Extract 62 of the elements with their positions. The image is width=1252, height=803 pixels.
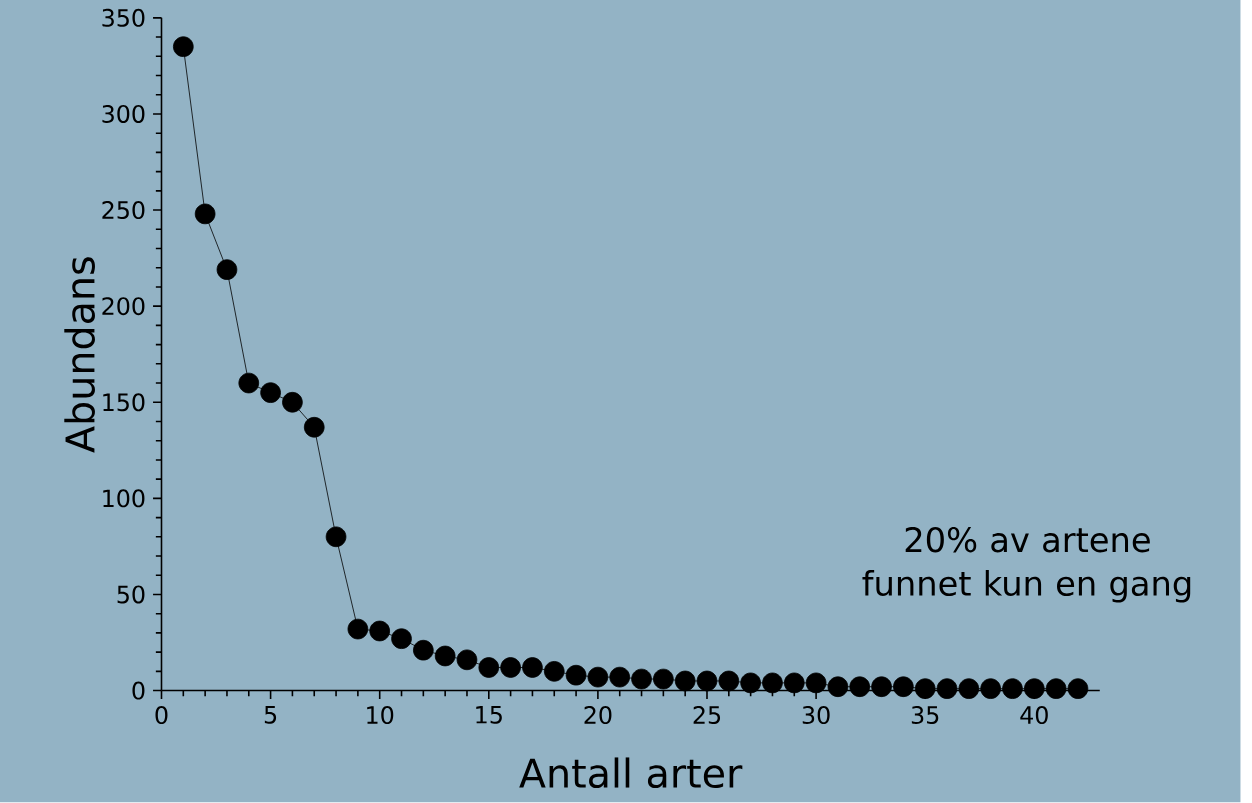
point <box>718 670 740 692</box>
point <box>434 645 456 667</box>
x-tick-label: 15 <box>476 706 502 724</box>
point <box>173 36 194 58</box>
point <box>238 372 260 394</box>
x-tick-label: 40 <box>1020 706 1048 725</box>
point <box>347 619 369 640</box>
point <box>216 259 238 281</box>
point <box>609 667 631 688</box>
point <box>762 672 783 694</box>
y-tick-label: 250 <box>102 201 145 220</box>
x-tick-label: 10 <box>367 706 394 725</box>
x-tick-label: 20 <box>584 706 612 725</box>
point <box>696 670 718 692</box>
point <box>260 382 281 404</box>
y-axis-title: Abundans <box>64 257 95 453</box>
y-tick-label: 200 <box>102 297 145 316</box>
point <box>282 392 303 413</box>
x-tick-label: 25 <box>693 706 721 725</box>
point <box>936 678 958 700</box>
point <box>958 678 980 700</box>
point <box>456 649 478 671</box>
x-tick-label: 30 <box>802 706 830 725</box>
point <box>1045 678 1067 700</box>
y-tick-label: 350 <box>102 9 145 28</box>
point <box>565 665 587 686</box>
point <box>783 672 805 694</box>
y-tick-label: 300 <box>102 105 145 124</box>
point <box>893 676 914 698</box>
point <box>303 417 325 438</box>
x-axis-title: Antall arter <box>519 757 743 789</box>
point <box>413 640 434 661</box>
point <box>543 661 565 682</box>
point <box>1023 678 1045 700</box>
point <box>1067 678 1089 700</box>
point <box>391 628 412 650</box>
point <box>980 678 1001 700</box>
point <box>1002 678 1023 700</box>
x-tick-label: 35 <box>911 706 939 725</box>
point <box>653 668 674 690</box>
point <box>522 657 543 679</box>
point <box>369 620 391 642</box>
y-tick-label: 50 <box>117 585 145 604</box>
y-tick-label: 150 <box>103 393 145 412</box>
point <box>194 203 216 225</box>
point <box>478 657 500 679</box>
x-tick-label: 0 <box>155 706 168 725</box>
point <box>500 657 521 679</box>
point <box>805 672 827 694</box>
x-tick-label: 5 <box>264 706 277 724</box>
point <box>325 526 347 548</box>
point <box>871 676 892 698</box>
point <box>631 668 652 690</box>
point <box>914 678 936 700</box>
point <box>674 670 696 692</box>
y-tick-label: 100 <box>103 489 145 508</box>
annotation: 20% av artene funnet kun en gang <box>862 527 1191 603</box>
point <box>849 676 871 698</box>
point <box>740 672 761 694</box>
point <box>827 676 849 698</box>
y-tick-label: 0 <box>132 681 145 700</box>
point <box>587 667 609 688</box>
